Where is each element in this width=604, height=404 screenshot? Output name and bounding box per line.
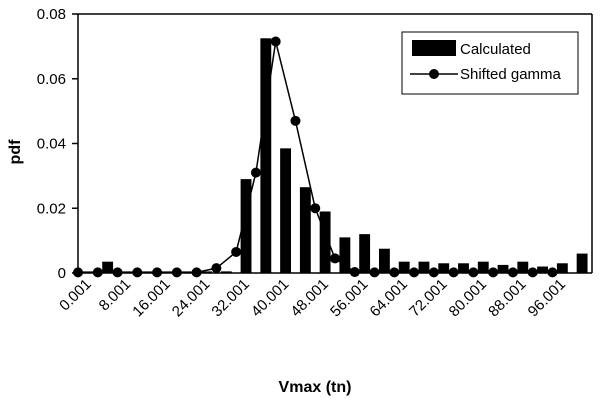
x-tick-label: 88.001: [485, 276, 529, 320]
x-tick-label: 40.001: [248, 276, 292, 320]
x-tick-label: 80.001: [446, 276, 490, 320]
x-tick-label: 24.001: [169, 276, 213, 320]
line-point: [171, 267, 182, 278]
bar: [497, 264, 509, 273]
legend-marker: [429, 69, 439, 79]
line-point: [73, 267, 83, 278]
line-point: [507, 267, 518, 278]
bar: [477, 261, 489, 273]
line-point: [152, 267, 163, 278]
x-axis-title: Vmax (tn): [279, 379, 352, 396]
line-point: [250, 167, 261, 178]
bar: [201, 271, 212, 273]
line-point: [290, 115, 301, 126]
bar: [260, 38, 272, 273]
line-point: [468, 267, 479, 278]
line-point: [270, 36, 281, 47]
y-ticks: 0 0.02 0.04 0.06 0.08: [37, 6, 78, 282]
line-series: [73, 36, 558, 278]
bar: [299, 187, 311, 273]
y-tick-label: 0: [58, 265, 66, 282]
y-tick-label: 0.04: [37, 136, 66, 153]
x-tick-label: 64.001: [367, 276, 411, 320]
y-tick-label: 0.02: [37, 200, 66, 217]
line-point: [428, 267, 439, 278]
bar-series: [82, 38, 588, 273]
bar: [458, 263, 469, 273]
x-tick-label: 72.001: [406, 276, 450, 320]
legend-bar-swatch: [412, 40, 456, 56]
bar: [537, 266, 549, 273]
line-point: [369, 267, 380, 278]
legend: Calculated Shifted gamma: [401, 31, 579, 95]
bar: [418, 261, 430, 273]
line-point: [389, 267, 400, 278]
line-point: [547, 267, 558, 278]
line-point: [191, 267, 202, 278]
bar: [438, 263, 450, 273]
bar: [240, 179, 252, 273]
bar: [378, 248, 390, 273]
bar: [339, 237, 351, 273]
bar: [398, 261, 410, 273]
bar: [576, 253, 588, 273]
x-tick-label: 32.001: [208, 276, 252, 320]
line-point: [112, 267, 123, 278]
legend-label-shifted-gamma: Shifted gamma: [460, 66, 562, 83]
bar: [280, 148, 292, 273]
x-tick-label: 56.001: [327, 276, 371, 320]
x-ticks: 0.001 8.00116.00124.00132.00140.00148.001…: [56, 276, 569, 320]
line-point: [488, 267, 499, 278]
x-tick-label: 48.001: [287, 276, 331, 320]
line-point: [409, 267, 420, 278]
line-point: [211, 263, 222, 274]
line-point: [527, 267, 538, 278]
bar: [517, 261, 529, 273]
bar: [102, 261, 114, 273]
bar: [359, 234, 371, 273]
y-tick-label: 0.08: [37, 6, 66, 23]
line-point: [448, 267, 459, 278]
line-point: [231, 246, 242, 257]
line-point: [349, 267, 360, 278]
line-point: [92, 267, 103, 278]
y-axis-title: pdf: [7, 139, 24, 165]
line-point: [310, 203, 321, 214]
x-tick-label: 16.001: [129, 276, 173, 320]
bar: [220, 271, 232, 273]
line-point: [132, 267, 143, 278]
x-tick-label: 96.001: [525, 276, 569, 320]
line-point: [330, 253, 340, 264]
bar: [319, 211, 331, 273]
y-tick-label: 0.06: [37, 71, 66, 88]
legend-label-calculated: Calculated: [460, 41, 531, 58]
bar: [556, 263, 568, 273]
